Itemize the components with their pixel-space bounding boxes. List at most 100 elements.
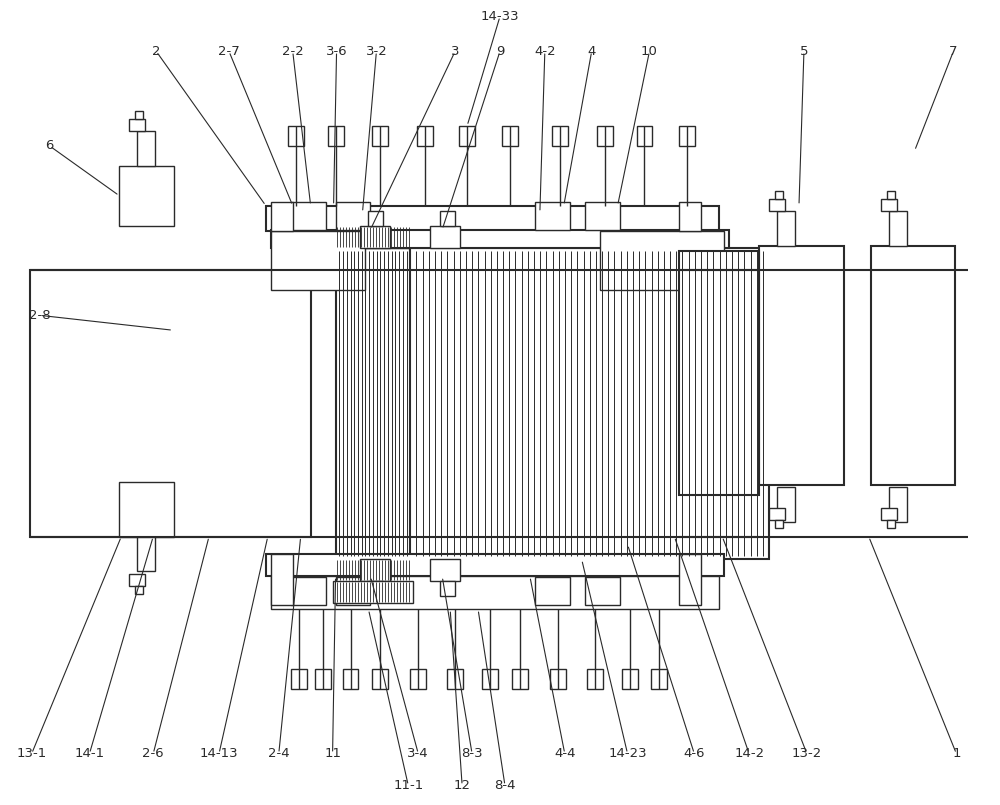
Bar (372, 126, 388, 146)
Bar (336, 577, 370, 605)
Bar (889, 211, 907, 246)
Bar (137, 537, 155, 572)
Bar (135, 111, 143, 119)
Bar (585, 577, 620, 605)
Text: 12: 12 (454, 779, 471, 792)
Text: 3-4: 3-4 (407, 747, 429, 760)
Bar (266, 206, 719, 230)
Bar (119, 166, 174, 225)
Bar (459, 126, 475, 146)
Text: 14-33: 14-33 (481, 10, 519, 23)
Text: 3-6: 3-6 (326, 45, 347, 58)
Bar (271, 555, 293, 605)
Text: 11: 11 (324, 747, 341, 760)
Bar (535, 202, 570, 229)
Bar (440, 211, 455, 225)
Bar (552, 126, 568, 146)
Text: 2-7: 2-7 (218, 45, 240, 58)
Text: 7: 7 (949, 45, 958, 58)
Bar (600, 230, 724, 291)
Text: 4: 4 (587, 45, 596, 58)
Bar (343, 669, 358, 689)
Bar (535, 577, 570, 605)
Text: 13-1: 13-1 (16, 747, 47, 760)
Bar (291, 669, 307, 689)
Bar (887, 191, 895, 199)
Bar (129, 575, 145, 586)
Text: 14-23: 14-23 (608, 747, 647, 760)
Bar (336, 247, 410, 559)
Text: 2-8: 2-8 (29, 309, 50, 322)
Bar (440, 581, 455, 597)
Bar (333, 225, 413, 247)
Text: 3: 3 (451, 45, 459, 58)
Bar (887, 519, 895, 527)
Text: 2: 2 (152, 45, 160, 58)
Bar (502, 126, 518, 146)
Bar (775, 519, 783, 527)
Bar (333, 581, 413, 603)
Bar (777, 487, 795, 522)
Text: 10: 10 (641, 45, 658, 58)
Bar (315, 669, 331, 689)
Bar (777, 211, 795, 246)
Text: 14-2: 14-2 (734, 747, 764, 760)
Bar (759, 246, 844, 485)
Bar (679, 555, 701, 605)
Bar (679, 202, 701, 230)
Bar (769, 508, 785, 519)
Bar (410, 669, 426, 689)
Bar (271, 202, 293, 230)
Bar (372, 669, 388, 689)
Text: 11-1: 11-1 (393, 779, 423, 792)
Bar (550, 669, 566, 689)
Text: 4-6: 4-6 (684, 747, 705, 760)
Bar (881, 199, 897, 211)
Text: 2-4: 2-4 (268, 747, 290, 760)
Text: 14-1: 14-1 (74, 747, 104, 760)
Bar (622, 669, 638, 689)
Bar (291, 577, 326, 605)
Bar (587, 669, 603, 689)
Text: 8-4: 8-4 (494, 779, 516, 792)
Text: 13-2: 13-2 (792, 747, 822, 760)
Bar (417, 126, 433, 146)
Bar (360, 225, 390, 247)
Bar (871, 246, 955, 485)
Text: 14-13: 14-13 (200, 747, 238, 760)
Text: 1: 1 (952, 747, 961, 760)
Text: 3-2: 3-2 (366, 45, 387, 58)
Bar (271, 229, 729, 247)
Text: 2-2: 2-2 (282, 45, 304, 58)
Bar (637, 126, 652, 146)
Text: 8-3: 8-3 (461, 747, 483, 760)
Bar (333, 559, 413, 581)
Bar (336, 202, 370, 229)
Bar (447, 669, 463, 689)
Bar (679, 126, 695, 146)
Bar (410, 247, 769, 559)
Bar (430, 559, 460, 581)
Text: 5: 5 (800, 45, 808, 58)
Bar (430, 225, 460, 247)
Bar (129, 119, 145, 131)
Bar (137, 131, 155, 166)
Bar (512, 669, 528, 689)
Text: 4-2: 4-2 (534, 45, 556, 58)
Bar (775, 191, 783, 199)
Bar (135, 586, 143, 594)
Text: 9: 9 (496, 45, 504, 58)
Bar (597, 126, 613, 146)
Text: 6: 6 (45, 139, 54, 152)
Bar (881, 508, 897, 519)
Text: 2-6: 2-6 (142, 747, 164, 760)
Bar (271, 576, 719, 609)
Bar (291, 202, 326, 229)
Bar (119, 481, 174, 537)
Bar (271, 230, 365, 291)
Bar (368, 211, 383, 225)
Bar (585, 202, 620, 229)
Bar (288, 126, 304, 146)
Bar (651, 669, 667, 689)
Bar (328, 126, 344, 146)
